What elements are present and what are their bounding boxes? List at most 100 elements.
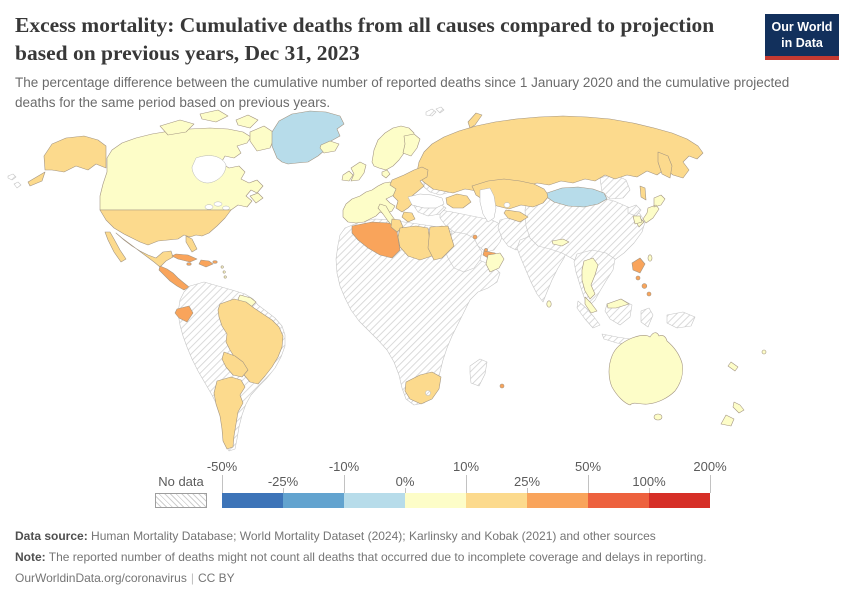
country-nepal[interactable] bbox=[551, 238, 570, 247]
legend-no-data-swatch[interactable] bbox=[155, 493, 207, 508]
country-uk[interactable] bbox=[350, 161, 367, 182]
country-caucasus[interactable] bbox=[445, 193, 472, 209]
owid-link[interactable]: OurWorldinData.org/coronavirus bbox=[15, 571, 187, 585]
country-baja[interactable] bbox=[104, 231, 127, 263]
legend-tick-line bbox=[649, 488, 650, 493]
country-madagascar[interactable] bbox=[469, 358, 488, 387]
legend-bin-0-10[interactable] bbox=[405, 493, 466, 508]
legend-tick-line bbox=[405, 488, 406, 493]
country-jamaica[interactable] bbox=[186, 262, 192, 266]
country-ireland[interactable] bbox=[341, 170, 354, 182]
legend-tick-line bbox=[283, 488, 284, 493]
footer-note-line: Note: The reported number of deaths migh… bbox=[15, 547, 835, 568]
country-denmark[interactable] bbox=[381, 169, 391, 179]
country-kuwait[interactable] bbox=[472, 234, 478, 240]
legend-bin-25-50[interactable] bbox=[527, 493, 588, 508]
country-mongolia[interactable] bbox=[546, 186, 608, 208]
page-title: Excess mortality: Cumulative deaths from… bbox=[15, 13, 715, 66]
legend-bin-50-100[interactable] bbox=[588, 493, 649, 508]
country-iceland[interactable] bbox=[319, 140, 340, 154]
country-hispaniola[interactable] bbox=[198, 259, 214, 268]
legend-tick-line bbox=[710, 475, 711, 493]
chart-subtitle: The percentage difference between the cu… bbox=[15, 75, 790, 110]
country-central-america[interactable] bbox=[158, 265, 190, 291]
hudson-bay bbox=[191, 155, 227, 184]
chart-footer: Data source: Human Mortality Database; W… bbox=[15, 526, 835, 589]
country-canada-arctic-islands[interactable] bbox=[159, 109, 277, 204]
legend-tick-label: 25% bbox=[513, 474, 541, 489]
country-usa[interactable] bbox=[99, 209, 232, 246]
country-south-korea[interactable] bbox=[632, 215, 643, 225]
country-oman[interactable] bbox=[485, 252, 505, 273]
legend-bin--50--25[interactable] bbox=[222, 493, 283, 508]
country-east-malaysia[interactable] bbox=[606, 298, 630, 309]
legend-tick-line bbox=[222, 475, 223, 493]
country-egypt[interactable] bbox=[427, 225, 455, 261]
country-new-zealand[interactable] bbox=[720, 401, 745, 427]
aral-sea bbox=[503, 202, 511, 208]
owid-logo[interactable]: Our World in Data bbox=[765, 14, 839, 60]
great-lakes bbox=[204, 204, 214, 210]
country-philippines[interactable] bbox=[631, 257, 652, 297]
footer-source-line: Data source: Human Mortality Database; W… bbox=[15, 526, 835, 547]
legend-tick-line bbox=[466, 475, 467, 493]
country-sri-lanka[interactable] bbox=[546, 300, 552, 308]
legend-bin--10-0[interactable] bbox=[344, 493, 405, 508]
country-novaya-zemlya[interactable] bbox=[467, 112, 483, 129]
country-south-africa[interactable] bbox=[404, 371, 442, 405]
country-fiji[interactable] bbox=[761, 349, 767, 355]
country-libya[interactable] bbox=[397, 225, 433, 261]
legend-bin--25--10[interactable] bbox=[283, 493, 344, 508]
country-canada[interactable] bbox=[99, 127, 264, 211]
country-thailand[interactable] bbox=[581, 257, 599, 300]
country-indochina[interactable] bbox=[573, 249, 616, 307]
license-link[interactable]: CC BY bbox=[197, 571, 235, 585]
country-kamchatka[interactable] bbox=[657, 151, 673, 179]
country-svalbard[interactable] bbox=[425, 106, 445, 117]
footer-separator: | bbox=[190, 571, 194, 585]
country-arabia[interactable] bbox=[443, 231, 483, 273]
legend-bin-100-200[interactable] bbox=[649, 493, 710, 508]
country-uzbekistan[interactable] bbox=[503, 209, 529, 223]
country-puerto-rico[interactable] bbox=[212, 260, 218, 264]
legend-no-data-label: No data bbox=[158, 474, 204, 489]
country-new-guinea[interactable] bbox=[666, 311, 696, 329]
country-sumatra[interactable] bbox=[576, 300, 601, 329]
owid-logo-line1: Our World bbox=[771, 20, 833, 34]
country-new-caledonia[interactable] bbox=[727, 361, 739, 372]
country-tasmania[interactable] bbox=[653, 413, 663, 421]
country-cuba[interactable] bbox=[171, 253, 198, 263]
legend-tick-label: 0% bbox=[395, 474, 415, 489]
country-greenland[interactable] bbox=[271, 110, 345, 165]
country-florida[interactable] bbox=[185, 235, 198, 253]
great-lakes-3 bbox=[222, 205, 230, 211]
legend-tick-label: 10% bbox=[452, 459, 480, 474]
country-bolivia-paraguay[interactable] bbox=[221, 351, 249, 378]
country-mauritius[interactable] bbox=[499, 383, 505, 389]
black-sea bbox=[407, 193, 445, 209]
country-australia[interactable] bbox=[608, 332, 683, 406]
country-finland[interactable] bbox=[402, 133, 421, 157]
country-greece[interactable] bbox=[401, 211, 416, 223]
aleutian-islands[interactable] bbox=[7, 173, 22, 189]
country-taiwan[interactable] bbox=[647, 254, 653, 262]
country-brazil[interactable] bbox=[217, 298, 284, 385]
country-ecuador[interactable] bbox=[174, 305, 194, 323]
legend-tick-line bbox=[588, 475, 589, 493]
legend-tick-line bbox=[527, 488, 528, 493]
country-lesotho[interactable] bbox=[425, 390, 431, 396]
country-north-korea[interactable] bbox=[627, 204, 642, 217]
country-argentina-chile[interactable] bbox=[213, 376, 246, 450]
country-mexico[interactable] bbox=[115, 232, 174, 268]
legend-tick-label: -25% bbox=[267, 474, 299, 489]
legend-tick-label: 100% bbox=[632, 474, 666, 489]
country-sulawesi[interactable] bbox=[640, 307, 654, 328]
country-alaska[interactable] bbox=[27, 135, 107, 187]
country-algeria[interactable] bbox=[351, 221, 401, 259]
legend-bin-10-25[interactable] bbox=[466, 493, 527, 508]
country-sakhalin[interactable] bbox=[639, 185, 647, 201]
country-lesser-antilles[interactable] bbox=[220, 265, 227, 279]
country-malaysia[interactable] bbox=[584, 296, 598, 314]
